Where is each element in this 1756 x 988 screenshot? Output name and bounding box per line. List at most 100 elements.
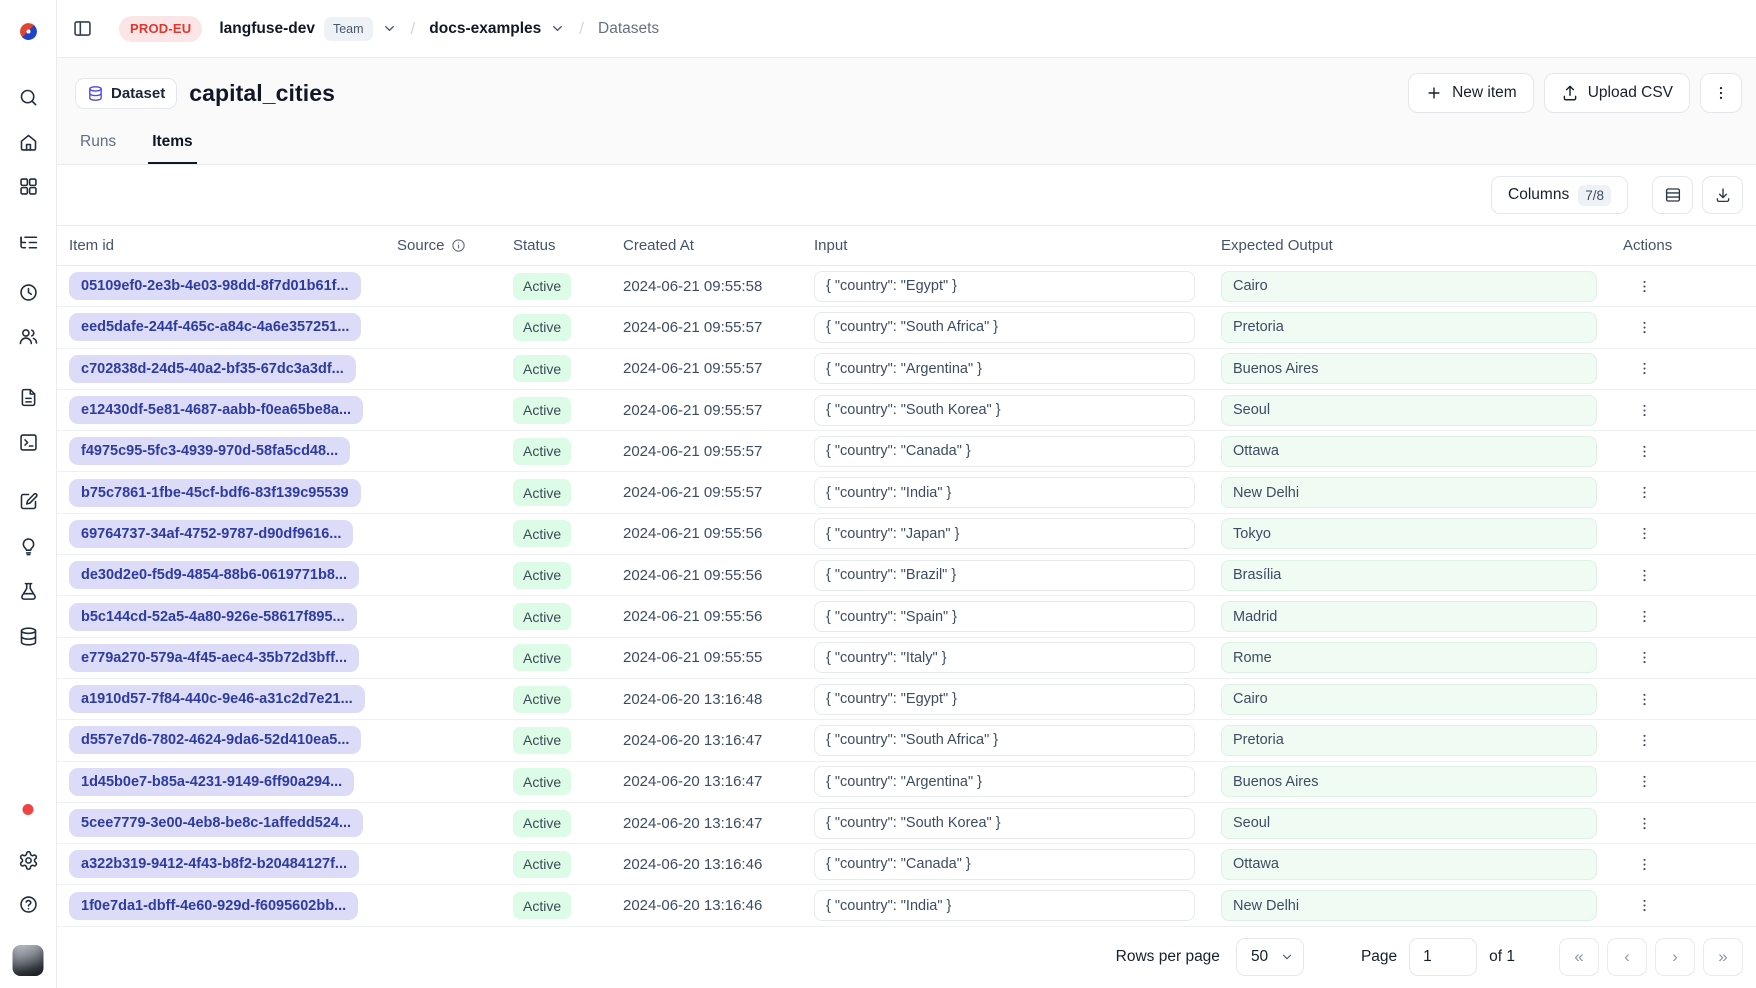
table-row[interactable]: a1910d57-7f84-440c-9e46-a31c2d7e21... Ac… — [57, 679, 1756, 720]
langfuse-logo[interactable] — [11, 15, 45, 47]
row-actions-button[interactable] — [1629, 478, 1659, 508]
info-icon[interactable] — [451, 238, 466, 253]
table-row[interactable]: e779a270-579a-4f45-aec4-35b72d3bff... Ac… — [57, 638, 1756, 679]
table-row[interactable]: 1d45b0e7-b85a-4231-9149-6ff90a294... Act… — [57, 762, 1756, 803]
export-download-button[interactable] — [1702, 176, 1743, 214]
input-value: { "country": "South Africa" } — [814, 312, 1195, 343]
row-actions-button[interactable] — [1629, 602, 1659, 632]
item-id-link[interactable]: b5c144cd-52a5-4a80-926e-58617f895... — [69, 603, 357, 631]
item-id-link[interactable]: c702838d-24d5-40a2-bf35-67dc3a3df... — [69, 355, 356, 383]
row-height-button[interactable] — [1652, 176, 1693, 214]
item-id-link[interactable]: e12430df-5e81-4687-aabb-f0ea65be8a... — [69, 396, 363, 424]
last-page-button[interactable]: » — [1703, 938, 1743, 976]
table-row[interactable]: b75c7861-1fbe-45cf-bdf6-83f139c95539 Act… — [57, 472, 1756, 513]
row-actions-button[interactable] — [1629, 684, 1659, 714]
item-id-link[interactable]: 5cee7779-3e00-4eb8-be8c-1affedd524... — [69, 809, 363, 837]
previous-page-button[interactable]: ‹ — [1607, 938, 1647, 976]
item-id-link[interactable]: a322b319-9412-4f43-b8f2-b20484127f... — [69, 850, 359, 878]
sessions-icon[interactable] — [11, 276, 45, 308]
evaluators-icon[interactable] — [11, 575, 45, 607]
table-row[interactable]: f4975c95-5fc3-4939-970d-58fa5cd48... Act… — [57, 431, 1756, 472]
plus-icon — [1425, 84, 1443, 102]
page-header: Dataset capital_cities New item Upload C… — [57, 58, 1756, 165]
table-row[interactable]: b5c144cd-52a5-4a80-926e-58617f895... Act… — [57, 596, 1756, 637]
item-id-link[interactable]: 05109ef0-2e3b-4e03-98dd-8f7d01b61f... — [69, 272, 361, 300]
row-actions-button[interactable] — [1629, 891, 1659, 921]
expected-output-value: Buenos Aires — [1221, 353, 1597, 384]
organization-switcher[interactable]: langfuse-dev Team — [219, 17, 396, 41]
row-actions-button[interactable] — [1629, 271, 1659, 301]
row-actions-button[interactable] — [1629, 643, 1659, 673]
sidebar-toggle-button[interactable] — [68, 14, 97, 43]
table-row[interactable]: 5cee7779-3e00-4eb8-be8c-1affedd524... Ac… — [57, 803, 1756, 844]
tab-items[interactable]: Items — [148, 133, 197, 164]
user-avatar[interactable] — [13, 945, 44, 976]
item-id-link[interactable]: e779a270-579a-4f45-aec4-35b72d3bff... — [69, 644, 359, 672]
rows-per-page-select[interactable]: 50 — [1236, 938, 1304, 976]
item-id-link[interactable]: d557e7d6-7802-4624-9da6-52d410ea5... — [69, 726, 361, 754]
first-page-button[interactable]: « — [1559, 938, 1599, 976]
playground-icon[interactable] — [11, 426, 45, 458]
status-cell: Active — [513, 644, 623, 671]
project-switcher[interactable]: docs-examples — [429, 20, 565, 38]
support-icon[interactable] — [11, 888, 45, 920]
item-id-cell: 1d45b0e7-b85a-4231-9149-6ff90a294... — [69, 768, 397, 796]
row-actions-button[interactable] — [1629, 395, 1659, 425]
tracing-icon[interactable] — [11, 226, 45, 258]
breadcrumb-section[interactable]: Datasets — [598, 20, 659, 38]
users-icon[interactable] — [11, 320, 45, 352]
item-id-link[interactable]: 69764737-34af-4752-9787-d90df9616... — [69, 520, 353, 548]
dashboards-icon[interactable] — [11, 170, 45, 202]
item-id-link[interactable]: b75c7861-1fbe-45cf-bdf6-83f139c95539 — [69, 479, 361, 507]
row-actions-button[interactable] — [1629, 725, 1659, 755]
table-row[interactable]: 1f0e7da1-dbff-4e60-929d-f6095602bb... Ac… — [57, 885, 1756, 926]
new-item-button[interactable]: New item — [1408, 73, 1534, 113]
tab-runs[interactable]: Runs — [76, 133, 120, 164]
table-row[interactable]: 05109ef0-2e3b-4e03-98dd-8f7d01b61f... Ac… — [57, 266, 1756, 307]
status-cell: Active — [513, 520, 623, 547]
table-row[interactable]: e12430df-5e81-4687-aabb-f0ea65be8a... Ac… — [57, 390, 1756, 431]
annotation-icon[interactable] — [11, 485, 45, 517]
rows-icon — [1664, 186, 1682, 204]
home-icon[interactable] — [11, 126, 45, 158]
datasets-icon[interactable] — [11, 620, 45, 652]
actions-cell — [1623, 436, 1744, 466]
expected-output-cell: Seoul — [1221, 808, 1623, 839]
row-actions-button[interactable] — [1629, 560, 1659, 590]
expected-output-value: Ottawa — [1221, 436, 1597, 467]
expected-output-cell: Cairo — [1221, 271, 1623, 302]
table-row[interactable]: eed5dafe-244f-465c-a84c-4a6e357251... Ac… — [57, 307, 1756, 348]
table-row[interactable]: d557e7d6-7802-4624-9da6-52d410ea5... Act… — [57, 720, 1756, 761]
search-icon[interactable] — [11, 81, 45, 113]
prompts-icon[interactable] — [11, 381, 45, 413]
item-id-link[interactable]: f4975c95-5fc3-4939-970d-58fa5cd48... — [69, 437, 350, 465]
input-cell: { "country": "Japan" } — [814, 518, 1221, 549]
item-id-link[interactable]: de30d2e0-f5d9-4854-88b6-0619771b8... — [69, 561, 359, 589]
table-row[interactable]: 69764737-34af-4752-9787-d90df9616... Act… — [57, 514, 1756, 555]
page-actions-menu-button[interactable] — [1700, 73, 1742, 113]
row-actions-button[interactable] — [1629, 767, 1659, 797]
item-id-link[interactable]: a1910d57-7f84-440c-9e46-a31c2d7e21... — [69, 685, 365, 713]
columns-button[interactable]: Columns 7/8 — [1491, 176, 1628, 214]
table-row[interactable]: de30d2e0-f5d9-4854-88b6-0619771b8... Act… — [57, 555, 1756, 596]
table-row[interactable]: c702838d-24d5-40a2-bf35-67dc3a3df... Act… — [57, 349, 1756, 390]
lightbulb-icon[interactable] — [11, 530, 45, 562]
row-actions-button[interactable] — [1629, 436, 1659, 466]
upload-csv-button[interactable]: Upload CSV — [1544, 73, 1690, 113]
row-actions-button[interactable] — [1629, 849, 1659, 879]
input-value: { "country": "Canada" } — [814, 436, 1195, 467]
next-page-button[interactable]: › — [1655, 938, 1695, 976]
row-actions-button[interactable] — [1629, 519, 1659, 549]
item-id-link[interactable]: 1f0e7da1-dbff-4e60-929d-f6095602bb... — [69, 892, 358, 920]
environment-badge[interactable]: PROD-EU — [119, 16, 202, 42]
settings-icon[interactable] — [11, 844, 45, 876]
table-body: 05109ef0-2e3b-4e03-98dd-8f7d01b61f... Ac… — [57, 266, 1756, 927]
table-row[interactable]: a322b319-9412-4f43-b8f2-b20484127f... Ac… — [57, 844, 1756, 885]
row-actions-button[interactable] — [1629, 312, 1659, 342]
row-actions-button[interactable] — [1629, 808, 1659, 838]
created-at-cell: 2024-06-20 13:16:46 — [623, 897, 814, 914]
page-number-input[interactable] — [1409, 938, 1477, 976]
item-id-link[interactable]: 1d45b0e7-b85a-4231-9149-6ff90a294... — [69, 768, 354, 796]
item-id-link[interactable]: eed5dafe-244f-465c-a84c-4a6e357251... — [69, 313, 361, 341]
row-actions-button[interactable] — [1629, 354, 1659, 384]
